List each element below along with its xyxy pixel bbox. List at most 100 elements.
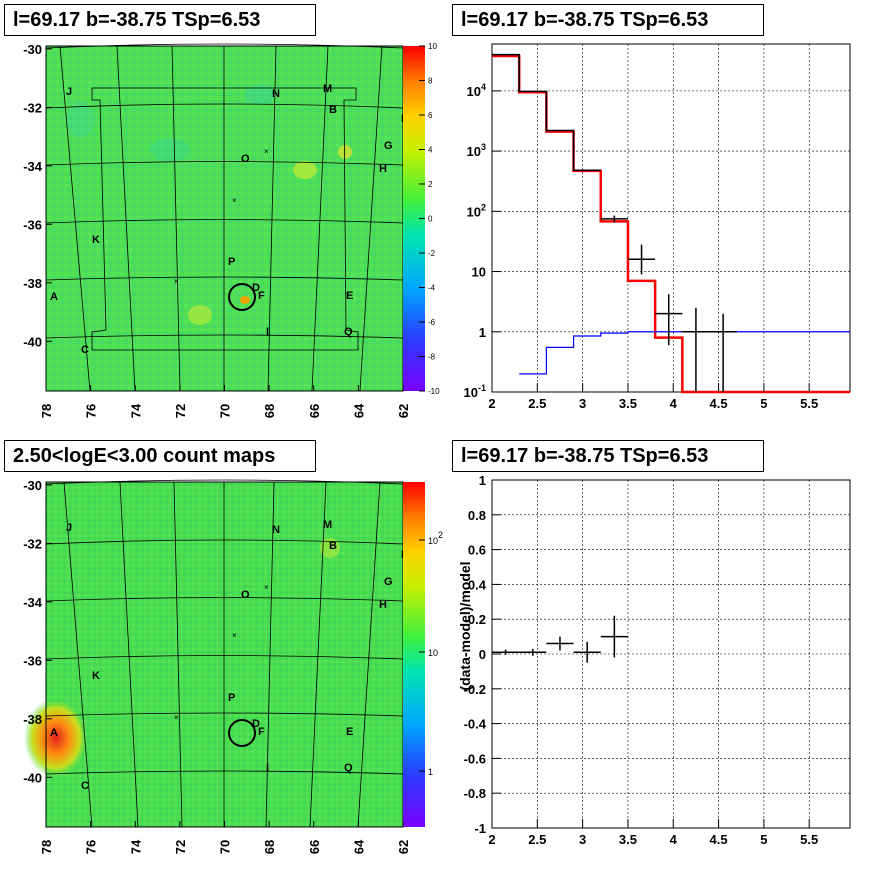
tr-title: l=69.17 b=-38.75 TSp=6.53: [452, 4, 764, 36]
bl-y-ticks: -30 -32 -34 -36 -38 -40: [23, 478, 52, 785]
br-points: [492, 615, 628, 663]
br-data-point: [546, 636, 574, 651]
tl-source-label-b: B: [329, 104, 337, 116]
tl-source-label-o: O: [241, 153, 250, 165]
bl-title: 2.50<logE<3.00 count maps: [4, 440, 316, 472]
br-x-ticks: 2 2.5 3 3.5 4 4.5 5 5.5: [488, 819, 818, 847]
bl-map-bg: [46, 482, 403, 827]
svg-text:×: ×: [174, 277, 179, 286]
br-y-tick-label: -0.8: [464, 786, 486, 801]
bl-x-tick-label: 78: [39, 840, 54, 854]
tl-y-tick-label: -32: [23, 100, 42, 115]
tl-colorbar-tick-label: 2: [428, 180, 433, 189]
tl-x-tick-label: 62: [396, 404, 411, 418]
bl-source-label-o: O: [241, 589, 250, 601]
tr-x-tick-label: 3: [579, 396, 586, 411]
br-y-tick-label: 0.2: [468, 612, 486, 627]
bl-roi-circle: [228, 719, 256, 747]
tl-source-label-q: Q: [344, 326, 353, 338]
bl-colorbar-tick-label: 10: [428, 648, 438, 658]
bl-y-tick-label: -38: [23, 712, 42, 727]
tl-colorbar-tick-label: -10: [428, 387, 440, 396]
tl-x-tick-label: 66: [307, 404, 322, 418]
tl-roi-circle: [228, 283, 256, 311]
svg-text:×: ×: [232, 196, 237, 205]
bl-source-label-f: F: [258, 726, 265, 738]
br-x-tick-label: 3.5: [619, 832, 637, 847]
br-x-tick-label: 2: [488, 832, 495, 847]
br-y-tick-label: -0.2: [464, 682, 486, 697]
bl-x-tick-label: 76: [84, 840, 99, 854]
bl-source-label-q: Q: [344, 762, 353, 774]
br-plot-frame: [491, 479, 851, 829]
tl-colorbar-tick-label: -6: [428, 318, 436, 327]
br-data-point: [573, 641, 601, 663]
bl-x-tick-label: 62: [396, 840, 411, 854]
bl-source-label-k: K: [92, 670, 100, 682]
bl-colorbar-tick-label: 102: [428, 530, 443, 546]
tl-source-label-p: P: [228, 256, 235, 268]
tl-x-tick-label: 76: [84, 404, 99, 418]
bl-source-label-e: E: [346, 726, 353, 738]
tl-map-bg: [46, 46, 403, 391]
tr-grid: [492, 44, 850, 392]
bl-source-label-c: C: [81, 780, 89, 792]
bl-x-tick-label: 66: [307, 840, 322, 854]
tl-colorbar-tick-label: 8: [428, 77, 433, 86]
tl-source-label-a: A: [50, 291, 58, 303]
br-y-tick-label: 0.4: [468, 577, 487, 592]
br-x-tick-label: 4: [670, 832, 678, 847]
tl-y-tick-label: -38: [23, 276, 42, 291]
tl-source-label-h: H: [379, 163, 387, 175]
tl-colorbar-tick-label: -4: [428, 284, 436, 293]
bl-colorbar-ticks: 102 10 1: [419, 530, 443, 777]
tr-y-tick-label: 102: [467, 202, 486, 219]
tr-data-point: [709, 313, 737, 392]
br-x-tick-label: 2.5: [528, 832, 546, 847]
tl-source-label-d: D: [252, 282, 260, 294]
bl-hotspot: [24, 698, 88, 778]
tr-y-ticks: 10-1 1 10 102 103 104: [464, 82, 501, 400]
tr-x-tick-label: 3.5: [619, 396, 637, 411]
svg-text:×: ×: [174, 713, 179, 722]
tr-x-tick-label: 2.5: [528, 396, 546, 411]
tl-x-tick-label: 74: [128, 403, 143, 418]
br-data-point: [600, 615, 628, 658]
tr-x-tick-label: 5: [760, 396, 767, 411]
tl-x-tick-label: 72: [173, 404, 188, 418]
tl-source-label-m: M: [323, 83, 332, 95]
tl-colorbar-tick-label: 10: [428, 42, 437, 51]
br-data-point: [519, 648, 547, 656]
tl-colorbar-tick-label: -8: [428, 353, 436, 362]
tl-colorbar: [403, 46, 425, 391]
bl-heatmap: × × ×: [24, 479, 404, 828]
br-grid: [492, 480, 850, 828]
tl-source-label-i: I: [266, 326, 269, 338]
tl-y-ticks: -30 -32 -34 -36 -38 -40: [23, 42, 52, 349]
bl-source-label-b: B: [329, 540, 337, 552]
bl-x-tick-label: 70: [218, 840, 233, 854]
tl-y-tick-label: -34: [23, 159, 43, 174]
tl-x-tick-label: 68: [262, 404, 277, 418]
bl-colorbar-tick-label: 1: [428, 767, 433, 777]
tl-source-labels: JNMBLGOHKPDFAEIQC: [50, 83, 408, 356]
br-y-tick-label: 0: [479, 647, 486, 662]
tl-x-tick-label: 78: [39, 404, 54, 418]
bl-source-label-d: D: [252, 718, 260, 730]
br-y-tick-label: -0.6: [464, 751, 486, 766]
tr-data-point: [655, 294, 683, 346]
svg-text:×: ×: [232, 631, 237, 640]
tl-colorbar-tick-label: 6: [428, 111, 433, 120]
br-x-tick-label: 5: [760, 832, 767, 847]
br-x-tick-label: 5.5: [800, 832, 818, 847]
svg-text:×: ×: [264, 583, 269, 592]
tl-y-tick-label: -30: [23, 42, 42, 57]
tl-y-tick-label: -40: [23, 334, 42, 349]
tl-x-tick-label: 70: [218, 404, 233, 418]
br-title: l=69.17 b=-38.75 TSp=6.53: [452, 440, 764, 472]
br-y-ticks: 1 0.8 0.6 0.4 0.2 0 -0.2 -0.4 -0.6 -0.8 -1: [464, 473, 501, 836]
bl-x-tick-label: 74: [128, 839, 143, 854]
tl-x-ticks: 78 76 74 72 70 68 66 64 62: [39, 385, 411, 418]
br-y-tick-label: 0.8: [468, 508, 486, 523]
